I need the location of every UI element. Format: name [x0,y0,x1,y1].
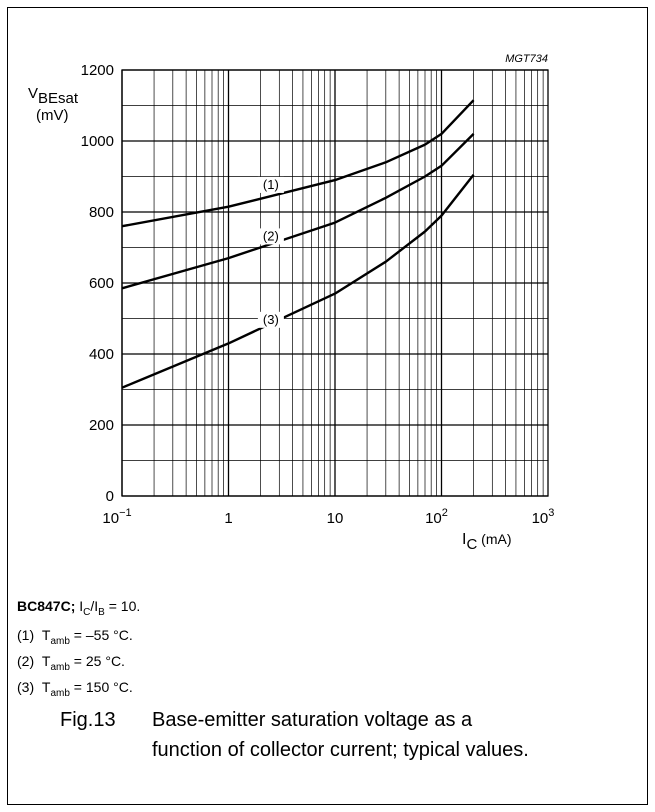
series-label: (1) [263,177,279,192]
note-device: BC847C; IC/IB = 10. [17,598,140,618]
ratio-b-sub: B [98,606,105,618]
condition-val: = 25 °C. [69,653,125,669]
x-tick-label: 1 [224,510,232,527]
series-label: (3) [263,312,279,327]
x-axis-label: IC (mA) [462,531,512,553]
note-condition-2: (2) Tamb = 25 °C. [17,653,125,673]
ratio-rest: = 10. [104,598,141,614]
y-axis-unit: (mV) [36,107,69,124]
series-label-bg [257,311,284,328]
condition-val: = –55 °C. [69,627,133,643]
series-label-bg [257,228,284,245]
condition-t-sub: amb [50,687,70,699]
condition-num: (2) [17,653,35,669]
note-condition-3: (3) Tamb = 150 °C. [17,679,133,699]
condition-t: T [41,679,51,695]
series-label-bg [257,176,284,193]
condition-num: (1) [17,627,35,643]
y-tick-label: 400 [89,346,114,363]
series-line [121,133,475,290]
condition-num: (3) [17,679,35,695]
figure-number: Fig.13 [60,709,116,731]
x-tick-label: 10 [327,510,344,527]
condition-t: T [41,653,51,669]
condition-t: T [41,627,51,643]
y-tick-label: 200 [89,417,114,434]
series-label: (2) [263,228,279,243]
ratio-b: /I [90,598,99,614]
chart: 0 200 400 600 800 1000 1200 10−1 1 10 102 103 VBEsat… [28,53,555,553]
x-tick-label: 10−1 [102,507,131,527]
y-tick-label: 1200 [81,62,114,79]
y-tick-label: 1000 [81,133,114,150]
y-tick-label: 800 [89,204,114,221]
plot-frame [121,69,549,497]
note-condition-1: (1) Tamb = –55 °C. [17,627,133,647]
condition-val: = 150 °C. [69,679,133,695]
condition-t-sub: amb [50,661,70,673]
condition-t-sub: amb [50,635,70,647]
ratio-a-sub: C [83,606,91,618]
series-line [121,99,475,228]
figure-frame [7,7,648,805]
caption-line-2: function of collector current; typical v… [152,739,529,761]
y-tick-label: 600 [89,275,114,292]
figure-caption: Fig.13 Base-emitter saturation voltage as… [60,705,650,765]
ratio-a: I [79,598,84,614]
x-tick-label: 102 [425,507,448,527]
caption-line-1: Base-emitter saturation voltage as a [152,709,473,731]
series-line [121,173,475,389]
x-tick-label: 103 [532,507,555,527]
device-name: BC847C; [17,598,76,614]
chart-code: MGT734 [505,53,548,65]
y-tick-label: 0 [106,488,114,505]
y-axis-label: VBEsat [28,85,79,107]
